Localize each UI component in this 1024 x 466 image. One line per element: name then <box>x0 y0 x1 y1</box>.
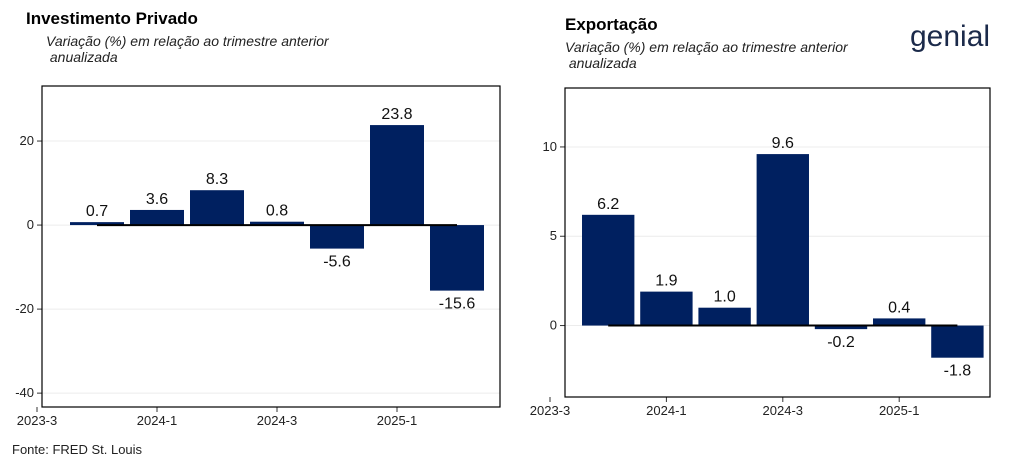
logo: genial <box>910 20 990 53</box>
value-label: 1.0 <box>713 289 735 306</box>
bar <box>430 225 484 291</box>
chart-subtitle: anualizada <box>46 49 118 65</box>
value-label: 23.8 <box>381 106 412 123</box>
value-label: 0.7 <box>86 203 108 220</box>
source-note: Fonte: FRED St. Louis <box>12 442 143 457</box>
y-tick-label: -20 <box>15 301 34 316</box>
bar <box>582 214 635 326</box>
bar <box>873 318 926 326</box>
value-label: 9.6 <box>772 135 794 152</box>
bar <box>698 307 751 326</box>
bar <box>70 222 124 226</box>
y-tick-label: 5 <box>550 228 557 243</box>
value-label: -15.6 <box>439 296 476 313</box>
x-tick-label: 2025-1 <box>377 413 417 428</box>
y-tick-label: 0 <box>27 217 34 232</box>
bar <box>640 291 693 326</box>
bar <box>190 190 244 226</box>
bar <box>370 125 424 226</box>
value-label: -5.6 <box>323 254 351 271</box>
x-tick-label: 2023-3 <box>530 403 570 418</box>
x-tick-label: 2025-1 <box>879 403 919 418</box>
bar <box>310 225 364 249</box>
chart-title: Exportação <box>565 15 658 34</box>
bar <box>130 209 184 226</box>
y-tick-label: -40 <box>15 385 34 400</box>
bar <box>931 325 984 358</box>
x-tick-label: 2024-3 <box>763 403 803 418</box>
value-label: 3.6 <box>146 191 168 208</box>
chart-subtitle: Variação (%) em relação ao trimestre ant… <box>565 39 849 55</box>
x-tick-label: 2024-1 <box>646 403 686 418</box>
bar <box>814 325 868 330</box>
x-tick-label: 2024-1 <box>137 413 177 428</box>
plot-frame <box>41 85 501 408</box>
y-tick-label: 10 <box>543 139 557 154</box>
bar <box>250 221 304 226</box>
plot-frame <box>564 87 991 398</box>
value-label: 8.3 <box>206 171 228 188</box>
value-label: 6.2 <box>597 196 619 213</box>
bar <box>756 154 809 326</box>
y-tick-label: 20 <box>20 133 34 148</box>
x-tick-label: 2024-3 <box>257 413 297 428</box>
value-label: 0.4 <box>888 299 910 316</box>
chart-subtitle: anualizada <box>565 55 637 71</box>
value-label: -0.2 <box>827 334 855 351</box>
chart-title: Investimento Privado <box>26 9 198 28</box>
value-label: -1.8 <box>944 363 972 380</box>
y-tick-label: 0 <box>550 318 557 333</box>
value-label: 1.9 <box>655 273 677 290</box>
x-tick-label: 2023-3 <box>17 413 57 428</box>
value-label: 0.8 <box>266 203 288 220</box>
chart-subtitle: Variação (%) em relação ao trimestre ant… <box>46 33 330 49</box>
